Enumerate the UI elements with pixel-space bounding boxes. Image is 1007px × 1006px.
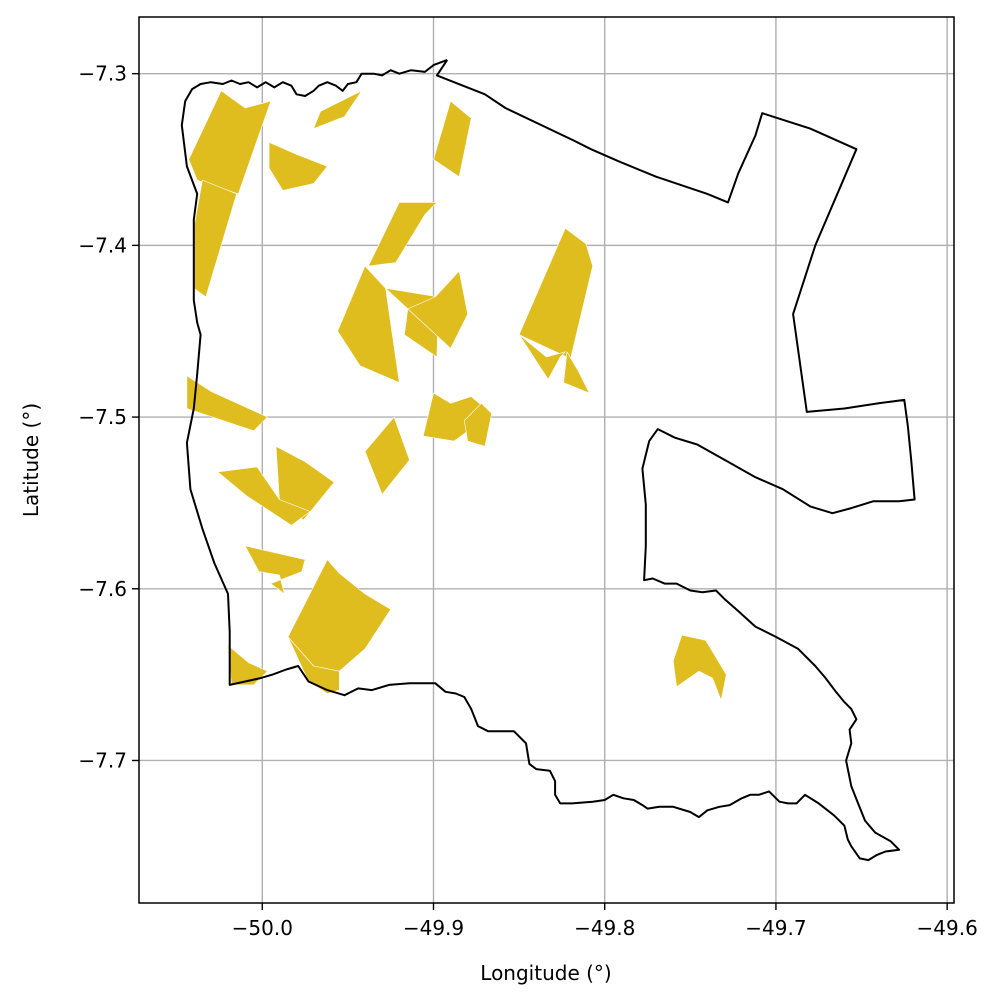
parcel-polygon: [518, 227, 594, 360]
municipality-boundary: [180, 58, 916, 862]
x-tick-label: −49.7: [745, 916, 806, 940]
parcel-polygon: [188, 90, 272, 195]
x-tick-label: −49.9: [403, 916, 464, 940]
y-tick-label: −7.6: [78, 577, 127, 601]
parcel-polygon: [186, 375, 268, 432]
parcel-polygon: [337, 265, 400, 384]
parcel-polygon: [313, 90, 362, 129]
x-tick-label: −49.6: [917, 916, 978, 940]
y-tick-label: −7.7: [78, 748, 127, 772]
x-tick-label: −50.0: [232, 916, 293, 940]
y-axis-label: Latitude (°): [19, 403, 43, 517]
x-axis-label: Longitude (°): [480, 961, 611, 985]
y-tick-label: −7.5: [78, 405, 127, 429]
parcel-polygon: [244, 545, 306, 595]
x-axis: −50.0 −49.9 −49.8 −49.7 −49.6: [232, 903, 978, 940]
parcel-polygon: [268, 142, 328, 191]
parcel-polygon: [672, 634, 727, 701]
boundary-layer: [180, 58, 916, 862]
parcel-layer: [186, 90, 727, 701]
parcel-polygon: [217, 466, 311, 526]
grid: [139, 17, 954, 903]
parcel-polygon: [563, 351, 590, 394]
y-tick-label: −7.4: [78, 233, 127, 257]
plot-frame: [138, 16, 955, 904]
parcel-polygon: [368, 202, 438, 267]
parcel-polygon: [407, 270, 469, 349]
parcel-polygon: [364, 416, 410, 495]
parcel-polygon: [193, 179, 237, 298]
parcel-polygon: [518, 334, 566, 380]
y-axis: −7.3 −7.4 −7.5 −7.6 −7.7: [78, 62, 139, 772]
parcel-polygon: [275, 445, 335, 521]
parcel-polygon: [433, 100, 472, 177]
y-tick-label: −7.3: [78, 62, 127, 86]
x-tick-label: −49.8: [574, 916, 635, 940]
parcel-polygon: [463, 402, 493, 447]
parcel-polygon: [227, 645, 268, 686]
